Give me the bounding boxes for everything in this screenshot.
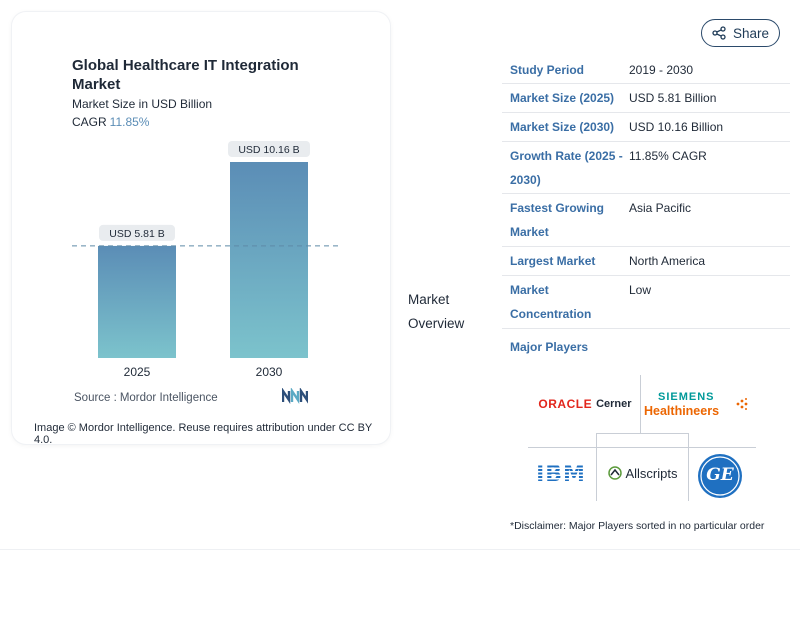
stats-value: Low <box>629 283 652 297</box>
allscripts-mark-icon <box>608 466 623 480</box>
stats-row: Growth Rate (2025 - 2030) 11.85% CAGR <box>502 142 790 194</box>
oracle-wordmark: ORACLE <box>538 397 593 411</box>
stats-value: 2019 - 2030 <box>629 63 694 77</box>
cagr-value: 11.85% <box>109 115 150 129</box>
chart-card: USD 5.81 B 2025 USD 10.16 B 2030 Global Hea… <box>12 12 390 446</box>
source: Source : Mordor Intelligence <box>74 392 218 404</box>
share-button[interactable]: Share <box>701 19 780 47</box>
stats-key: Market Size (2030) <box>510 120 615 134</box>
divider <box>528 447 756 448</box>
stats-key: Growth Rate (2025 - 2030) <box>510 149 623 187</box>
stats-row: Market Size (2025) USD 5.81 Billion <box>502 84 790 113</box>
bar-chart: USD 5.81 B 2025 USD 10.16 B 2030 <box>72 141 338 379</box>
market-overview-label: Market Overview <box>408 292 465 331</box>
stats-value: USD 5.81 Billion <box>629 91 717 105</box>
divider <box>596 433 597 501</box>
divider <box>688 433 689 501</box>
stats-row: Fastest Growing Market Asia Pacific <box>502 194 790 247</box>
siemens-wordmark: SIEMENS <box>658 391 715 403</box>
stats-key: Fastest Growing Market <box>510 201 605 239</box>
chart-title: Global Healthcare IT Integration Market <box>72 57 299 93</box>
cagr-label: CAGR <box>72 115 107 129</box>
ge-logo: GE <box>696 453 744 499</box>
ge-monogram-icon <box>698 454 742 498</box>
stats-value: USD 10.16 Billion <box>629 120 724 134</box>
value-label-bg <box>228 141 310 157</box>
x-tick-label: 2030 <box>256 365 283 379</box>
ibm-wordmark: IBM <box>536 461 586 487</box>
ge-wordmark: GE <box>706 465 734 485</box>
major-players-logos: ORACLE Cerner SIEMENS Healthineers IBM A… <box>528 375 756 501</box>
share-icon <box>712 26 726 40</box>
cagr: CAGR 11.85% <box>72 115 149 129</box>
oracle-cerner-logo: ORACLE Cerner <box>530 393 640 415</box>
share-label: Share <box>732 25 770 41</box>
stats-row: Largest Market North America <box>502 247 790 276</box>
healthineers-wordmark: Healthineers <box>644 404 720 418</box>
source-value: Mordor Intelligence <box>119 392 218 404</box>
allscripts-wordmark: Allscripts <box>625 465 678 481</box>
allscripts-logo: Allscripts <box>598 461 688 485</box>
stats-value: North America <box>629 254 706 268</box>
page: USD 5.81 B 2025 USD 10.16 B 2030 Global Hea… <box>0 12 800 550</box>
mordor-intelligence-logo-icon <box>282 388 308 404</box>
disclaimer: *Disclaimer: Major Players sorted in no … <box>510 520 765 532</box>
stats-value: 11.85% CAGR <box>629 149 707 163</box>
stats-value: Asia Pacific <box>629 201 692 215</box>
data-label: USD 10.16 B <box>238 144 299 156</box>
stats-row: Market Size (2030) USD 10.16 Billion <box>502 113 790 142</box>
stats-key: Market Size (2025) <box>510 91 615 105</box>
divider <box>596 433 688 434</box>
siemens-healthineers-logo: SIEMENS Healthineers <box>644 389 756 421</box>
major-players-heading: Major Players <box>510 340 589 354</box>
healthineers-dots-icon <box>736 398 748 410</box>
data-label: USD 5.81 B <box>109 228 164 240</box>
stats-key: Market Concentration <box>510 283 592 321</box>
chart-subtitle: Market Size in USD Billion <box>72 97 213 111</box>
divider <box>640 375 641 433</box>
source-label: Source : <box>74 392 117 404</box>
cerner-wordmark: Cerner <box>596 398 632 410</box>
stats-key: Study Period <box>510 63 585 77</box>
value-label-bg <box>99 224 175 241</box>
image-attribution: Image © Mordor Intelligence. Reuse requi… <box>34 422 373 446</box>
ibm-logo: IBM <box>528 459 594 489</box>
stats-row: Market Concentration Low <box>502 276 790 329</box>
bar-2025 <box>98 245 176 358</box>
x-tick-label: 2025 <box>124 365 151 379</box>
market-stats-table: Study Period 2019 - 2030 Market Size (2025… <box>502 56 790 329</box>
bar-2030 <box>230 162 308 358</box>
stats-row: Study Period 2019 - 2030 <box>502 56 790 84</box>
stats-key: Largest Market <box>510 254 596 268</box>
